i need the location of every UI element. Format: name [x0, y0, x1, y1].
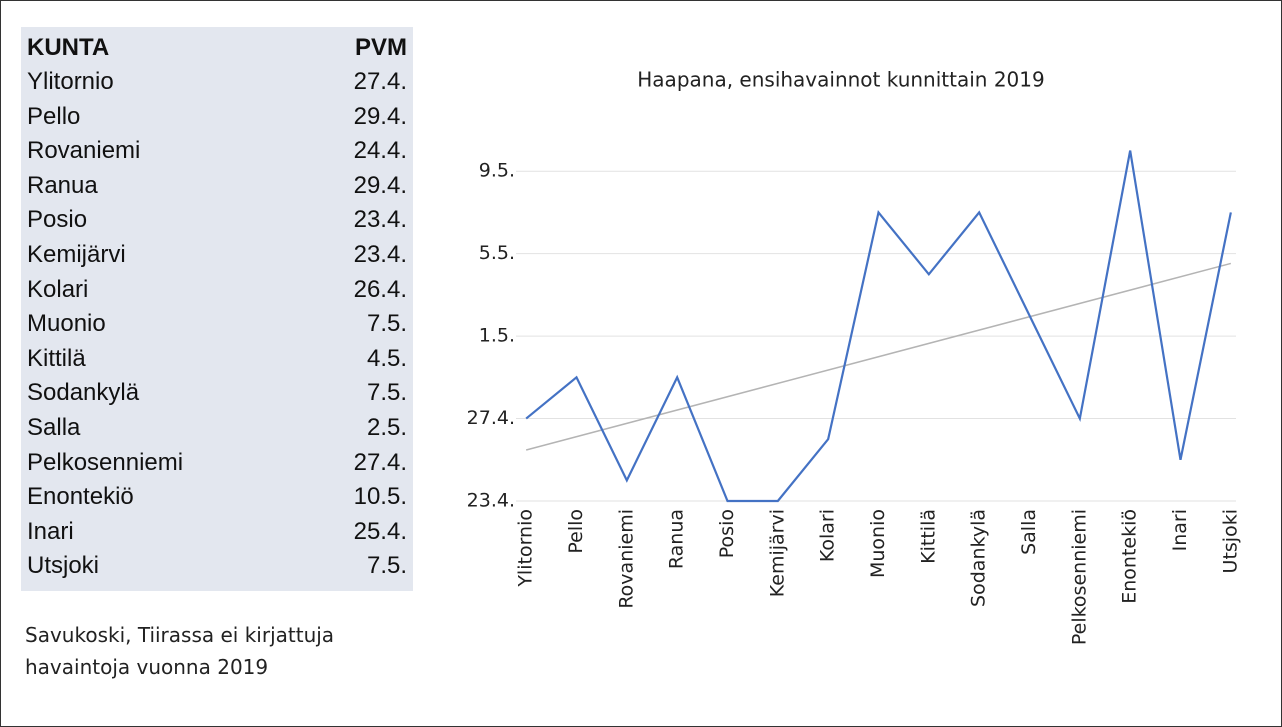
x-tick-label: Pelkosenniemi [1068, 509, 1090, 645]
municipality: Posio [27, 206, 88, 234]
date: 25.4. [353, 517, 407, 545]
header-cell: PVM [354, 34, 407, 61]
municipality: Inari [27, 517, 74, 545]
date: 29.4. [353, 102, 407, 130]
date: 7.5. [366, 552, 407, 580]
municipality: Pelkosenniemi [27, 448, 184, 476]
date: 10.5. [353, 483, 407, 511]
x-tick-label: Pello [565, 509, 587, 554]
municipality: Muonio [27, 310, 106, 338]
municipality: Sodankylä [27, 379, 140, 407]
date: 24.4. [353, 137, 407, 165]
note: Savukoski, Tiirassa ei kirjattuja [25, 623, 335, 647]
x-tick-label: Rovaniemi [615, 509, 637, 609]
municipality: Kemijärvi [27, 241, 126, 268]
trend-line [525, 262, 1232, 451]
municipality: Rovaniemi [27, 137, 141, 165]
municipality: Utsjoki [27, 552, 100, 580]
x-tick-label: Utsjoki [1219, 509, 1241, 573]
municipality: Ylitornio [27, 68, 114, 95]
chart-title: Haapana, ensihavainnot kunnittain 2019 [637, 68, 1044, 92]
x-tick-label: Ylitornio [515, 509, 537, 588]
y-tick-label: 9.5. [479, 160, 515, 182]
x-tick-label: Enontekiö [1119, 509, 1141, 604]
x-tick-label: Inari [1169, 509, 1191, 551]
date: 29.4. [353, 171, 407, 199]
date-table: KUNTA PVM Ylitornio 27.4. Pello 29.4. Rovaniem… [21, 27, 413, 591]
x-tick-label: Kittilä [917, 509, 939, 564]
data-line [525, 150, 1232, 503]
municipality: Kolari [27, 275, 89, 303]
y-tick-label: 27.4. [467, 407, 515, 429]
date: 27.4. [353, 68, 407, 95]
header-cell: KUNTA [27, 34, 110, 61]
x-tick-label: Kolari [817, 509, 839, 562]
x-tick-label: Salla [1018, 509, 1040, 555]
x-tick-label: Posio [716, 509, 738, 558]
date: 26.4. [353, 275, 407, 303]
x-tick-label: Sodankylä [968, 509, 990, 607]
date: 23.4. [353, 241, 407, 268]
note: havaintoja vuonna 2019 [25, 655, 269, 679]
date: 27.4. [353, 448, 407, 476]
municipality: Kittilä [27, 344, 86, 372]
date: 4.5. [366, 344, 407, 372]
y-tick-label: 23.4. [467, 490, 515, 512]
municipality: Pello [27, 102, 81, 130]
x-tick-label: Muonio [867, 509, 889, 578]
x-tick-label: Ranua [666, 509, 688, 569]
date: 23.4. [353, 206, 407, 234]
date: 2.5. [366, 414, 407, 441]
y-tick-label: 1.5. [479, 325, 515, 347]
y-tick-label: 5.5. [479, 242, 515, 264]
date: 7.5. [366, 379, 407, 407]
municipality: Salla [27, 414, 81, 441]
municipality: Enontekiö [27, 483, 134, 511]
municipality: Ranua [27, 171, 98, 199]
date: 7.5. [366, 310, 407, 338]
x-tick-label: Kemijärvi [766, 509, 788, 597]
